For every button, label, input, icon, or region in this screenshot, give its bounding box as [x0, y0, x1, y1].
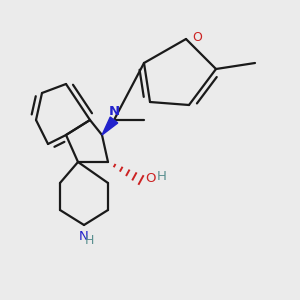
- Text: O: O: [146, 172, 156, 185]
- Text: H: H: [85, 234, 94, 247]
- Text: N: N: [108, 105, 120, 118]
- Text: O: O: [193, 31, 202, 44]
- Text: N: N: [79, 230, 88, 243]
- Text: H: H: [157, 170, 166, 183]
- Polygon shape: [102, 117, 118, 135]
